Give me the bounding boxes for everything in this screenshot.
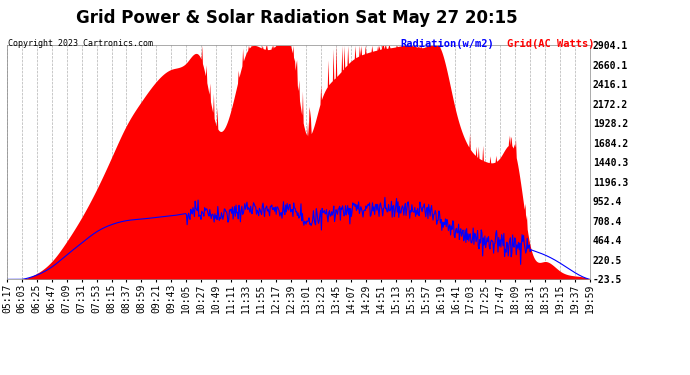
- Text: Grid Power & Solar Radiation Sat May 27 20:15: Grid Power & Solar Radiation Sat May 27 …: [76, 9, 518, 27]
- Text: Radiation(w/m2): Radiation(w/m2): [400, 39, 494, 50]
- Text: Grid(AC Watts): Grid(AC Watts): [507, 39, 595, 50]
- Text: Copyright 2023 Cartronics.com: Copyright 2023 Cartronics.com: [8, 39, 153, 48]
